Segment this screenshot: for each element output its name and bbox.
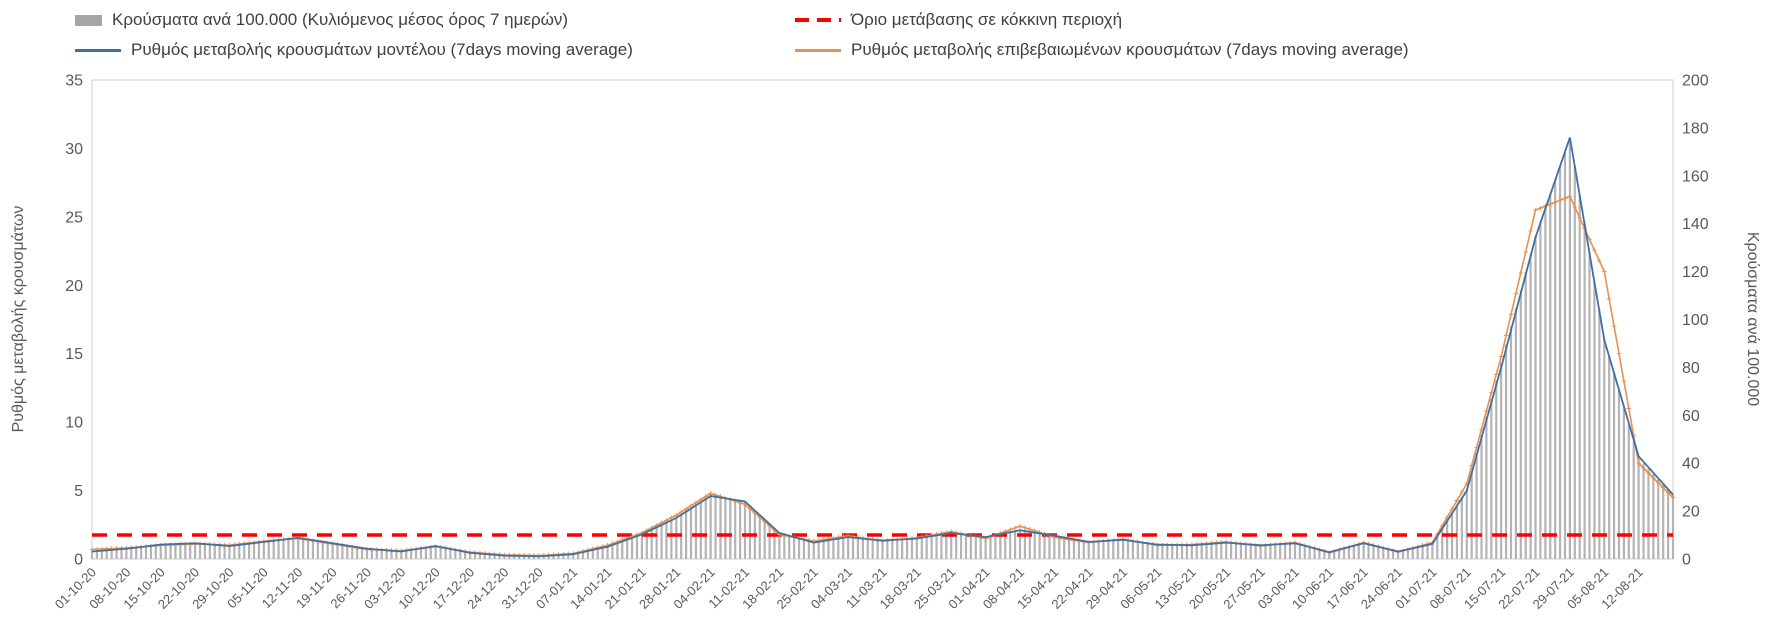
chart-body: Ρυθμός μεταβολής κρουσμάτων 0 5 10 15 20 25 30… [0,70,1771,635]
svg-text:120: 120 [1682,264,1709,281]
legend-item-red-threshold: Όριο μετάβασης σε κόκκινη περιοχή [795,10,1122,30]
bars-series [90,137,1675,560]
left-axis-title-text: Ρυθμός μεταβολής κρουσμάτων [10,205,27,433]
bar-series-swatch [75,14,102,26]
left-axis-title: Ρυθμός μεταβολής κρουσμάτων [0,70,38,635]
legend-label-red-threshold: Όριο μετάβασης σε κόκκινη περιοχή [851,10,1123,29]
svg-text:100: 100 [1682,312,1709,329]
plot-border [91,79,1674,560]
svg-text:15: 15 [65,346,83,363]
svg-text:0: 0 [1682,552,1691,569]
svg-text:140: 140 [1682,216,1709,233]
model-line-swatch [75,48,121,52]
svg-text:5: 5 [74,483,83,500]
legend-item-confirmed-rate: Ρυθμός μεταβολής επιβεβαιωμένων κρουσμάτ… [795,40,1409,60]
legend-label-model-rate: Ρυθμός μεταβολής κρουσμάτων μοντέλου (7d… [131,40,633,59]
svg-text:200: 200 [1682,73,1709,90]
left-axis-ticks: 0 5 10 15 20 25 30 35 [65,73,83,569]
svg-text:20: 20 [65,278,83,295]
combo-chart-svg: 0 5 10 15 20 25 30 35 0 20 40 60 80 100 120 140 160 180 20… [52,73,1709,612]
legend-item-cases-bars: Κρούσματα ανά 100.000 (Κυλιόμενος μέσος … [75,10,568,30]
svg-text:10: 10 [65,415,83,432]
right-axis-title-text: Κρούσματα ανά 100.000 [1744,231,1761,406]
x-axis-labels: 01-10-2008-10-2015-10-2022-10-2029-10-20… [52,565,1646,612]
confirmed-rate-markers [89,194,1676,558]
confirmed-line-swatch [795,48,841,52]
confirmed-rate-line [91,195,1674,557]
svg-text:180: 180 [1682,120,1709,137]
svg-text:80: 80 [1682,360,1700,377]
model-rate-line [91,137,1674,558]
svg-text:0: 0 [74,552,83,569]
svg-text:60: 60 [1682,408,1700,425]
legend-item-model-rate: Ρυθμός μεταβολής κρουσμάτων μοντέλου (7d… [75,40,633,60]
right-axis-ticks: 0 20 40 60 80 100 120 140 160 180 200 [1682,73,1709,569]
legend-label-cases-bars: Κρούσματα ανά 100.000 (Κυλιόμενος μέσος … [112,10,569,29]
svg-text:40: 40 [1682,456,1700,473]
svg-text:30: 30 [65,141,83,158]
chart-legend: Κρούσματα ανά 100.000 (Κυλιόμενος μέσος … [0,0,1771,70]
threshold-dash-swatch [795,18,841,22]
svg-text:160: 160 [1682,168,1709,185]
right-axis-title: Κρούσματα ανά 100.000 [1733,70,1771,635]
legend-label-confirmed-rate: Ρυθμός μεταβολής επιβεβαιωμένων κρουσμάτ… [851,40,1409,59]
svg-text:35: 35 [65,73,83,90]
svg-text:25: 25 [65,209,83,226]
plot-area: 0 5 10 15 20 25 30 35 0 20 40 60 80 100 120 140 160 180 20… [38,70,1733,635]
svg-text:20: 20 [1682,504,1700,521]
